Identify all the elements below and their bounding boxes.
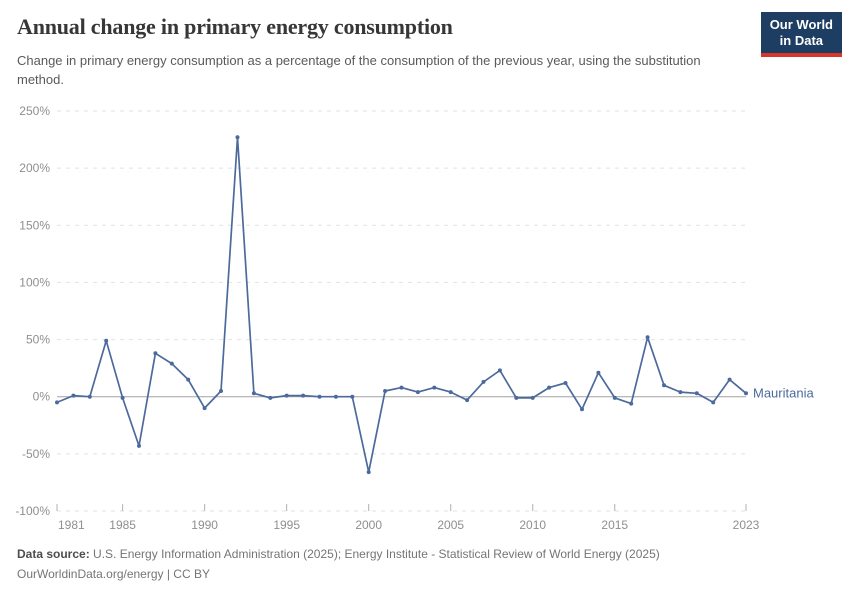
data-line — [56, 136, 747, 473]
data-point — [169, 361, 174, 366]
data-point — [186, 377, 191, 382]
data-point — [55, 400, 59, 405]
y-axis-tick-label: -100% — [15, 504, 50, 518]
data-point — [317, 394, 322, 399]
data-point — [645, 335, 650, 340]
data-point — [744, 391, 748, 396]
data-point — [251, 391, 256, 396]
data-point — [104, 338, 109, 343]
data-point — [530, 395, 535, 400]
owid-license-link[interactable]: OurWorldinData.org/energy | CC BY — [17, 567, 210, 581]
y-axis-tick-label: -50% — [22, 447, 50, 461]
data-point — [711, 400, 716, 405]
data-point — [465, 398, 470, 403]
page-title: Annual change in primary energy consumpt… — [17, 14, 453, 39]
y-axis-tick-label: 100% — [19, 275, 50, 289]
data-point — [202, 406, 207, 411]
data-point — [350, 394, 355, 399]
series-label-mauritania: Mauritania — [753, 385, 814, 400]
x-axis-tick-label: 2010 — [519, 518, 546, 532]
x-axis-tick-label: 2015 — [601, 518, 628, 532]
y-axis-tick-label: 200% — [19, 161, 50, 175]
data-point — [563, 381, 568, 385]
y-axis-tick-label: 250% — [19, 104, 50, 118]
data-point — [727, 377, 732, 382]
data-point — [629, 401, 634, 406]
owid-logo-line1: Our World — [769, 17, 833, 32]
data-point — [694, 391, 699, 396]
data-point — [268, 395, 273, 400]
chart-footer: Data source: U.S. Energy Information Adm… — [17, 544, 660, 584]
data-point — [580, 407, 584, 412]
data-point — [235, 135, 240, 140]
data-point — [120, 395, 125, 400]
data-point — [514, 395, 519, 400]
data-point — [678, 390, 683, 395]
data-point — [547, 385, 552, 390]
chart-subtitle: Change in primary energy consumption as … — [17, 53, 701, 87]
datasource-text: U.S. Energy Information Administration (… — [89, 547, 660, 561]
data-point — [366, 470, 371, 475]
y-axis-tick-label: 50% — [26, 333, 50, 347]
data-point — [612, 395, 617, 400]
data-point — [219, 389, 223, 393]
data-point — [87, 394, 92, 399]
data-point — [153, 351, 158, 356]
x-axis-tick-label: 2005 — [437, 518, 464, 532]
data-point — [497, 368, 502, 373]
data-point — [137, 443, 141, 448]
data-point — [333, 394, 338, 399]
data-point — [301, 393, 306, 398]
x-axis-tick-label: 1985 — [109, 518, 136, 532]
data-point — [662, 383, 666, 388]
x-axis-tick-label: 1995 — [273, 518, 300, 532]
data-point — [432, 385, 437, 390]
owid-logo-line2: in Data — [779, 33, 824, 48]
x-axis-tick-label: 1981 — [58, 518, 85, 532]
data-point — [399, 385, 404, 390]
datasource-label: Data source: — [17, 547, 90, 561]
data-point — [383, 389, 388, 393]
y-axis-tick-label: 150% — [19, 218, 50, 232]
owid-logo: Our World in Data — [760, 12, 842, 57]
data-point — [284, 393, 289, 398]
data-point — [415, 390, 420, 395]
data-point — [481, 379, 486, 384]
x-axis-tick-label: 1990 — [191, 518, 218, 532]
x-axis-tick-label: 2000 — [355, 518, 382, 532]
data-point — [71, 393, 76, 398]
data-point — [448, 390, 453, 395]
y-axis-tick-label: 0% — [33, 390, 51, 404]
data-point — [596, 370, 601, 375]
x-axis-tick-label: 2023 — [733, 518, 760, 532]
datasource-line: Data source: U.S. Energy Information Adm… — [17, 544, 660, 564]
